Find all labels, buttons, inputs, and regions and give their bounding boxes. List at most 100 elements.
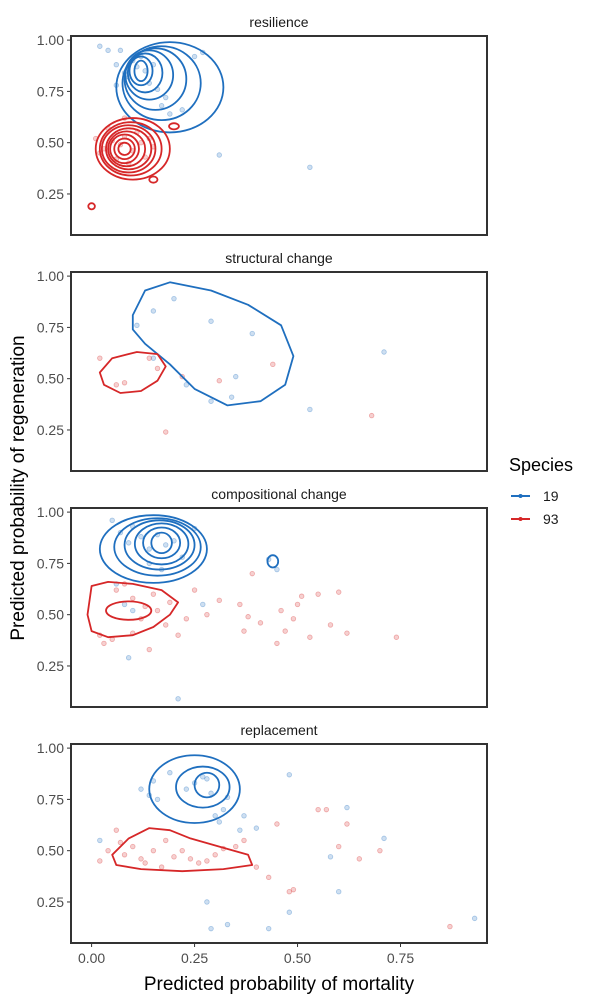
data-point [146,546,152,552]
data-point [171,295,177,302]
data-point [290,886,297,893]
data-point [278,607,284,614]
density-contour [148,175,159,184]
data-point [187,856,194,862]
density-contour [98,351,167,394]
data-point [216,378,222,384]
data-point [150,591,157,597]
data-point [266,874,272,881]
data-point [249,330,255,337]
panel-3: replacement [70,722,488,944]
data-point [270,361,276,368]
data-point [286,772,292,778]
density-contour [105,600,153,621]
x-axis-title: Predicted probability of mortality [144,974,415,995]
data-point [344,821,350,827]
density-contour [128,55,154,87]
data-point [158,864,165,870]
data-point [204,899,210,905]
data-point [208,790,214,796]
axes: 0.25 0.50 0.75 1.00 0.25 0.50 0.75 1.00 0.25 0.50… [37,32,415,966]
data-point [109,517,115,524]
legend-title: Species [509,455,573,475]
data-point [179,107,185,113]
data-point [171,854,177,860]
data-point [216,819,222,825]
density-contour [98,514,208,584]
legend-label: 93 [543,511,559,527]
legend-label: 19 [543,488,559,504]
data-point [315,806,321,813]
density-contour [111,827,254,873]
data-point [146,355,152,361]
data-point [212,813,218,819]
data-point [315,591,321,597]
y-tick-label: 0.75 [37,555,64,571]
panel-border [70,35,488,236]
data-point [191,587,198,593]
density-contour [113,517,202,577]
y-tick-label: 0.25 [37,186,64,202]
data-point [195,860,202,866]
legend-entry-19: 19 [511,488,559,504]
y-tick-label: 0.25 [37,894,64,910]
data-point [307,634,313,640]
data-point [191,53,198,60]
data-point [336,843,342,850]
data-point [356,856,363,862]
panel-title: replacement [240,722,317,738]
data-point [121,380,128,386]
density-contour [142,526,182,560]
data-point [167,599,173,606]
data-point [344,630,350,636]
density-contour [113,137,136,160]
data-point [253,825,260,831]
data-point [154,796,161,803]
data-point [282,628,288,634]
data-point [146,646,152,653]
density-contour [150,531,173,555]
data-point [286,889,292,895]
y-tick-label: 0.50 [37,843,64,859]
density-contour [109,133,140,165]
panel-border [70,743,488,944]
data-point [105,47,111,54]
data-point [97,355,103,361]
data-point [117,839,124,846]
data-point [220,806,227,813]
data-point [163,837,169,844]
data-point [290,616,297,622]
data-point [113,382,120,388]
y-tick-label: 1.00 [37,268,64,284]
data-point [163,542,169,548]
density-contour [148,754,241,824]
data-point [183,786,190,792]
data-point [134,322,140,329]
data-point [228,394,235,400]
data-point [113,62,120,68]
density-contour [105,127,153,171]
density-contour [168,122,180,131]
data-point [150,355,157,361]
data-point [138,534,144,540]
panel-title: compositional change [211,486,347,502]
data-point [138,786,144,792]
y-tick-label: 0.50 [37,135,64,151]
data-point [298,593,305,599]
data-point [113,827,120,833]
data-point [204,776,210,782]
data-point [97,43,103,49]
panel-2: compositional change [70,486,488,708]
data-point [307,406,313,413]
data-point [142,860,148,866]
data-point [241,837,247,844]
data-point [323,806,330,813]
data-point [125,655,132,661]
density-contour [126,52,164,94]
data-point [344,804,350,811]
data-point [224,921,231,928]
data-point [208,398,214,404]
data-point [237,827,243,833]
